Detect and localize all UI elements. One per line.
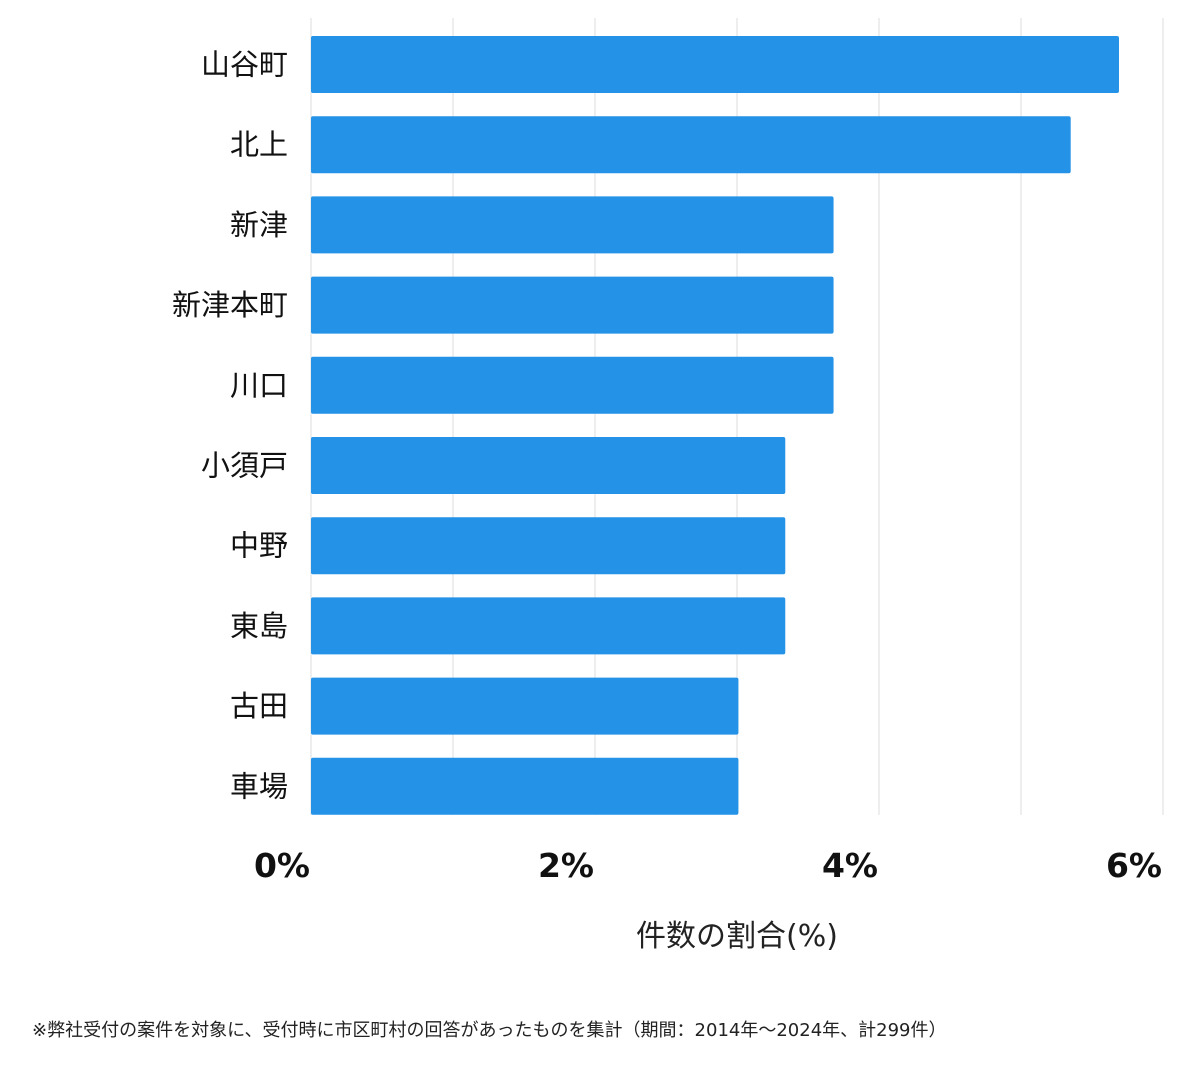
x-tick-label: 4% (822, 846, 878, 885)
bar-車場 (311, 757, 739, 815)
footnote: ※弊社受付の案件を対象に、受付時に市区町村の回答があったものを集計（期間：201… (32, 1020, 947, 1041)
category-label: 新津本町 (172, 288, 288, 322)
category-label: 川口 (230, 368, 288, 402)
category-label: 東島 (230, 609, 288, 643)
category-label: 小須戸 (201, 449, 288, 483)
category-label: 車場 (230, 769, 288, 803)
x-tick-label: 0% (254, 846, 310, 885)
bar-東島 (311, 597, 786, 655)
bar-小須戸 (311, 437, 786, 494)
category-label: 中野 (230, 529, 288, 563)
category-label: 北上 (230, 128, 288, 162)
bar-中野 (311, 517, 786, 575)
bar-新津 (311, 196, 834, 254)
category-label: 古田 (230, 689, 288, 723)
category-label: 新津 (230, 208, 288, 242)
bar-新津本町 (311, 276, 834, 334)
category-label: 山谷町 (201, 48, 288, 82)
x-tick-label: 2% (538, 846, 594, 885)
bar-山谷町 (311, 36, 1119, 93)
bar-古田 (311, 677, 739, 735)
bar-川口 (311, 356, 834, 414)
x-tick-label: 6% (1106, 846, 1162, 885)
x-axis-label: 件数の割合(%) (636, 919, 838, 954)
bar-北上 (311, 116, 1071, 174)
